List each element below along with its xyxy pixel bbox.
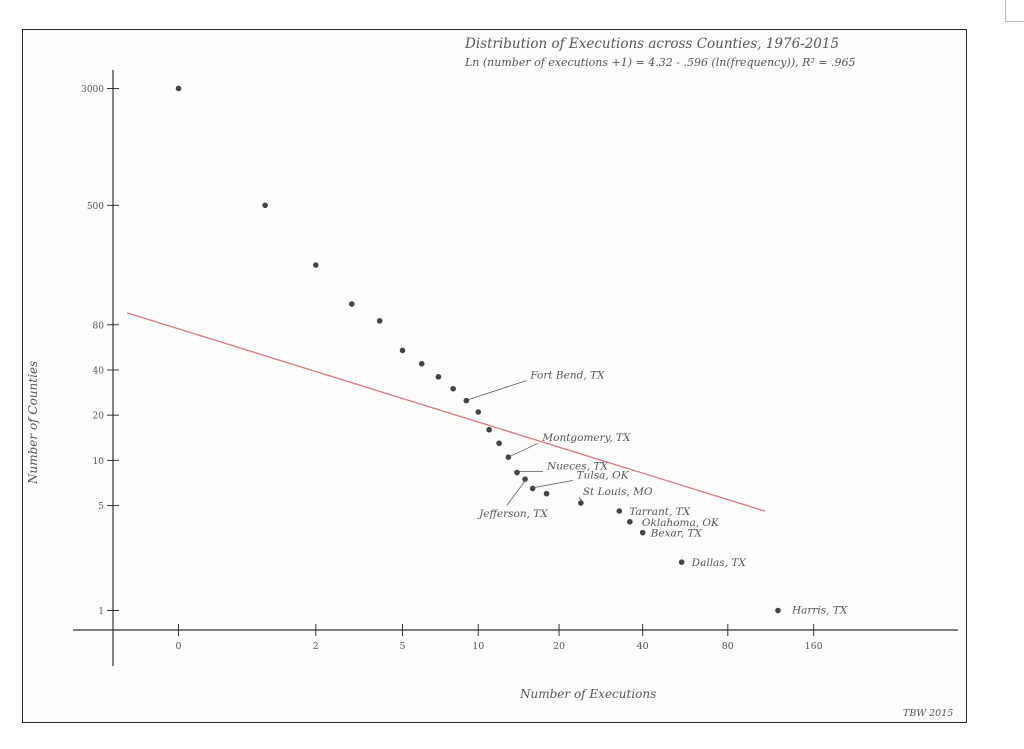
annotation-leader [578, 496, 584, 503]
county-label: Tarrant, TX [629, 506, 690, 518]
data-point [505, 454, 512, 460]
x-tick-label: 10 [472, 641, 484, 652]
county-label: Nueces, TX [546, 461, 608, 473]
data-point [486, 426, 492, 433]
y-tick-label: 500 [87, 202, 104, 212]
annotation-leader [468, 380, 527, 401]
county-label: Tulsa, OK [577, 469, 630, 481]
data-point [775, 607, 781, 614]
x-axis-label: Number of Executions [519, 687, 656, 701]
data-point [616, 508, 623, 514]
county-label: Dallas, TX [691, 557, 747, 569]
county-label: Jefferson, TX [477, 508, 548, 520]
x-tick-label: 40 [637, 641, 649, 652]
chart-subtitle: Ln (number of executions +1) = 4.32 - .5… [464, 56, 856, 69]
data-point [175, 85, 182, 92]
data-point [262, 202, 268, 209]
chart-frame: Distribution of Executions across Counti… [22, 29, 967, 723]
county-label: Harris, TX [791, 605, 848, 617]
annotation-leader [506, 477, 528, 506]
x-tick-label: 20 [553, 641, 565, 652]
y-tick-label: 1 [98, 607, 104, 617]
data-point [543, 490, 550, 497]
data-point [514, 469, 520, 476]
x-tick-label: 80 [722, 641, 734, 652]
y-tick-label: 20 [93, 412, 105, 422]
y-axis-label: Number of Counties [26, 361, 40, 485]
county-label: Oklahoma, OK [642, 517, 720, 529]
county-label: Montgomery, TX [541, 432, 631, 444]
data-point [418, 360, 425, 367]
y-axis-ticks: 3000 500 80 40 20 10 5 1 [81, 85, 119, 617]
county-label: St Louis, MO [583, 486, 653, 498]
data-point [578, 500, 584, 506]
data-point [399, 347, 406, 354]
x-tick-label: 2 [313, 641, 319, 652]
page-corner [1005, 0, 1024, 22]
y-tick-label: 10 [93, 457, 105, 467]
scatter-plot: Distribution of Executions across Counti… [26, 36, 958, 719]
data-point [348, 301, 355, 307]
data-point [639, 529, 646, 536]
data-point [475, 409, 482, 415]
data-point [313, 262, 319, 268]
signature: TBW 2015 [903, 708, 953, 719]
data-point [450, 385, 456, 392]
data-point [463, 397, 470, 404]
x-tick-label: 0 [175, 641, 181, 652]
data-point [678, 559, 685, 565]
x-tick-label: 160 [805, 641, 823, 652]
annotation-leader [534, 480, 573, 488]
data-points [175, 85, 781, 614]
chart-title: Distribution of Executions across Counti… [464, 36, 839, 52]
y-tick-label: 3000 [81, 85, 104, 95]
data-point [522, 476, 528, 482]
data-point [496, 440, 502, 447]
regression-fit-line [126, 312, 766, 512]
county-label: Fort Bend, TX [529, 370, 605, 382]
annotation-leader [510, 442, 539, 457]
y-tick-label: 80 [93, 321, 105, 331]
y-tick-label: 40 [93, 366, 105, 376]
x-tick-label: 5 [399, 641, 405, 652]
data-point [376, 318, 383, 324]
county-label: Bexar, TX [650, 528, 703, 540]
x-axis-ticks: 0 2 5 10 20 40 80 160 [175, 624, 823, 652]
y-tick-label: 5 [98, 502, 104, 512]
data-point [627, 518, 633, 525]
county-annotations: Fort Bend, TX Montgomery, TX Nueces, TX Jef… [468, 370, 848, 617]
data-point [435, 374, 442, 380]
data-point [529, 485, 536, 492]
